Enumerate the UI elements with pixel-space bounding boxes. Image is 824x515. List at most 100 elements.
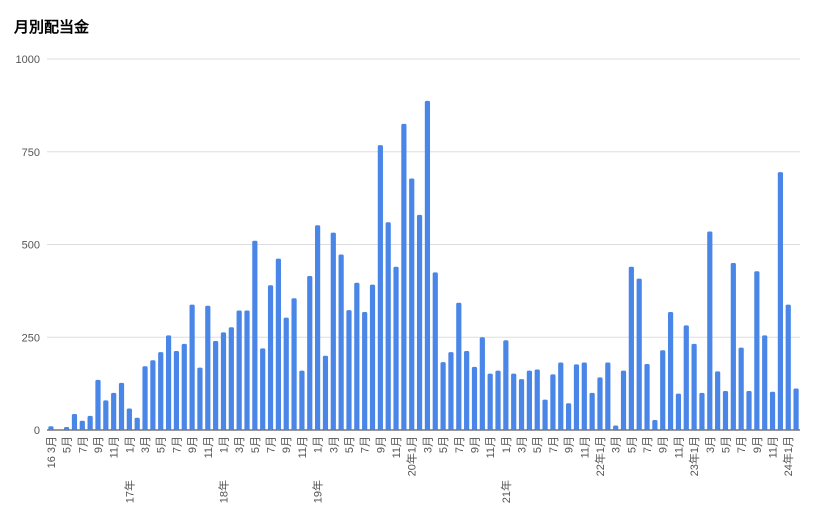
bar [260, 348, 266, 430]
bar [448, 352, 454, 430]
bar [581, 362, 587, 430]
x-tick-label: 9月 [469, 436, 481, 453]
bar [244, 310, 250, 430]
x-tick-label: 5月 [62, 436, 74, 453]
bar [220, 332, 227, 430]
bar [71, 414, 78, 430]
bar [526, 370, 532, 430]
x-tick-label: 7月 [360, 436, 372, 453]
x-tick-label: 3月 [422, 436, 434, 453]
x-tick-label: 5月 [344, 436, 356, 453]
x-year-label: 18年 [216, 480, 230, 503]
x-tick-label: 1月 [124, 436, 136, 453]
bar [691, 343, 697, 430]
bar [511, 373, 517, 430]
bar [346, 310, 352, 430]
bar [385, 222, 391, 430]
x-tick-label: 11月 [768, 436, 780, 458]
y-tick-label: 1000 [16, 54, 40, 66]
x-tick-label: 5月 [532, 436, 544, 453]
x-tick-label: 20年1月 [405, 436, 419, 476]
x-tick-label: 5月 [626, 436, 638, 453]
bar [636, 278, 642, 430]
bar [793, 388, 799, 430]
bar [518, 379, 525, 430]
x-tick-label: 3月 [517, 436, 529, 453]
bar [315, 225, 321, 430]
x-tick-label: 7月 [266, 436, 278, 453]
bar [675, 393, 682, 430]
x-tick-label: 7月 [736, 436, 748, 453]
bar [189, 304, 195, 430]
bar [173, 350, 180, 430]
bar [377, 145, 383, 430]
bar [785, 304, 791, 430]
x-tick-label: 3月 [328, 436, 340, 453]
bar [134, 417, 140, 430]
bar [79, 420, 85, 430]
bar [322, 355, 329, 430]
bar [197, 367, 203, 430]
bar [307, 276, 313, 430]
bar [762, 335, 768, 430]
bar [542, 399, 548, 430]
bar [715, 371, 721, 430]
bar [597, 377, 603, 430]
bar [707, 231, 713, 430]
y-tick-label: 250 [22, 332, 40, 344]
bar [424, 100, 431, 430]
bar [48, 426, 54, 430]
bar [330, 232, 336, 430]
bar [558, 362, 564, 430]
x-tick-label: 5月 [250, 436, 262, 453]
bar [456, 302, 462, 430]
bar [393, 266, 399, 430]
x-tick-label: 11月 [109, 436, 121, 458]
x-tick-label: 5月 [720, 436, 732, 453]
bar [283, 317, 289, 430]
bar [181, 343, 187, 430]
x-tick-label: 11月 [297, 436, 309, 458]
chart-title: 月別配当金 [13, 18, 90, 36]
x-tick-label: 1月 [218, 436, 230, 453]
bar [150, 360, 156, 430]
x-tick-label: 9月 [93, 436, 105, 453]
x-tick-label: 1月 [313, 436, 325, 453]
x-tick-label: 11月 [579, 436, 591, 458]
bar [440, 362, 446, 430]
bar [471, 366, 478, 430]
bar [605, 362, 611, 430]
bar [722, 391, 729, 430]
y-tick-label: 500 [22, 240, 40, 252]
bar [416, 214, 423, 430]
x-tick-label: 11月 [485, 436, 497, 458]
x-tick-label: 23年1月 [687, 436, 701, 476]
bar [267, 285, 274, 430]
bar [479, 337, 485, 430]
bar [738, 347, 744, 430]
bar [103, 400, 109, 430]
y-tick-label: 750 [22, 147, 40, 159]
bar [652, 419, 658, 430]
x-tick-label: 9月 [752, 436, 764, 453]
bar [111, 392, 117, 430]
bar [613, 425, 619, 430]
x-year-label: 17年 [122, 480, 136, 503]
bar [213, 340, 219, 430]
x-tick-label: 11月 [673, 436, 685, 458]
x-tick-label: 9月 [281, 436, 293, 453]
bar [503, 340, 509, 430]
x-tick-label: 16 3月 [46, 436, 58, 468]
x-tick-label: 3月 [140, 436, 152, 453]
bar [550, 374, 556, 430]
bar [769, 391, 776, 430]
x-year-label: 19年 [311, 480, 325, 503]
bar [291, 298, 297, 430]
bar [205, 305, 211, 430]
x-tick-label: 11月 [203, 436, 215, 458]
bar [495, 370, 501, 430]
bar [87, 415, 93, 430]
bar [228, 327, 234, 430]
bar [754, 271, 760, 430]
